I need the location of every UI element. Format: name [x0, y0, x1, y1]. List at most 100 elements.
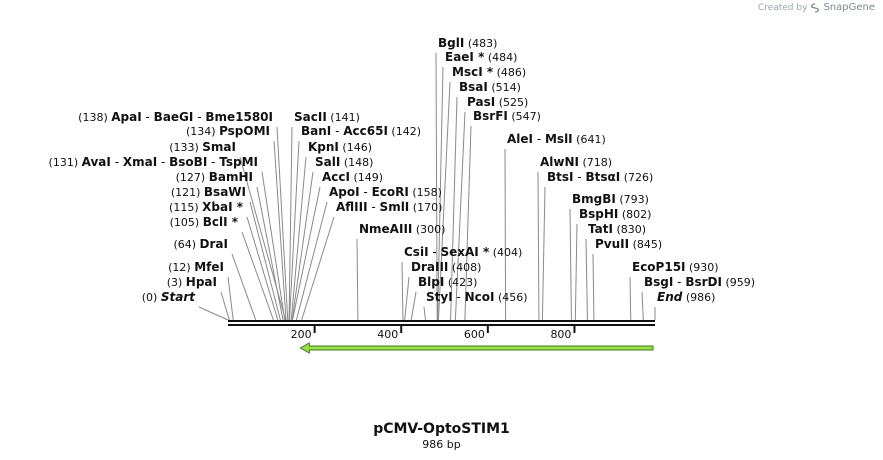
site-leader-line — [290, 156, 307, 321]
map-title: pCMV-OptoSTIM1 — [373, 421, 510, 437]
site-position: (105) — [170, 216, 200, 229]
site-leader-line — [410, 291, 417, 321]
site-label-133[interactable]: (133) SmaI — [169, 140, 236, 154]
site-label-148[interactable]: SalI (148) — [315, 155, 373, 169]
site-leader-line — [435, 52, 438, 321]
enzyme-name: Bme1580I — [205, 110, 273, 124]
site-label-149[interactable]: AccI (149) — [322, 170, 383, 184]
site-label-131[interactable]: (131) AvaI - XmaI - BsoBI - TspMI — [49, 155, 258, 169]
backbone-bottom-strand — [228, 324, 655, 326]
snapgene-credit: Created by SnapGene — [758, 2, 875, 13]
site-leader-line — [437, 81, 451, 321]
site-label-141[interactable]: SacII (141) — [294, 110, 360, 124]
site-label-text: TatI (830) — [588, 222, 646, 236]
site-separator: - — [331, 124, 343, 138]
site-leader-line — [541, 186, 546, 321]
site-label-300[interactable]: NmeAIII (300) — [359, 222, 445, 236]
site-label-115[interactable]: (115) XbaI * — [169, 200, 244, 214]
site-label-text: CsiI - SexAI * (404) — [404, 245, 522, 259]
site-label-483[interactable]: BglI (483) — [438, 36, 497, 50]
site-leader-line — [569, 208, 572, 321]
enzyme-name: SmaI — [202, 140, 236, 154]
site-position: (141) — [330, 111, 360, 124]
site-label-423[interactable]: BlpI (423) — [418, 275, 477, 289]
feature-arrow[interactable] — [299, 342, 654, 354]
site-leader-line — [288, 140, 300, 321]
enzyme-name: EcoRI — [372, 185, 409, 199]
site-label-726[interactable]: BtsI - BtsαI (726) — [547, 170, 653, 184]
site-label-641[interactable]: AleI - MslI (641) — [507, 132, 606, 146]
site-leader-line — [464, 125, 472, 321]
site-leader-line — [574, 223, 578, 321]
site-label-134[interactable]: (134) PspOMI — [186, 124, 270, 138]
site-label-456[interactable]: StyI - NcoI (456) — [426, 290, 528, 304]
enzyme-name: AleI — [507, 132, 533, 146]
site-leader-line — [629, 276, 632, 321]
site-label-986[interactable]: End (986) — [657, 290, 715, 304]
enzyme-name: TspMI — [219, 155, 258, 169]
site-leader-line — [239, 156, 287, 321]
site-label-text: StyI - NcoI (456) — [426, 290, 528, 304]
site-label-127[interactable]: (127) BamHI — [176, 170, 253, 184]
site-leader-line — [585, 238, 588, 321]
site-label-12[interactable]: (12) MfeI — [168, 260, 224, 274]
site-separator: - — [111, 155, 123, 169]
site-label-547[interactable]: BsrFI (547) — [473, 109, 541, 123]
site-label-text: BsaI (514) — [459, 80, 521, 94]
snapgene-logo-icon — [811, 2, 820, 13]
site-position: (142) — [391, 125, 421, 138]
site-separator: - — [142, 110, 154, 124]
site-label-930[interactable]: EcoP15I (930) — [632, 260, 719, 274]
site-leader-line — [592, 253, 595, 321]
site-label-486[interactable]: MscI * (486) — [452, 65, 526, 79]
site-label-845[interactable]: PvuII (845) — [595, 237, 662, 251]
site-label-121[interactable]: (121) BsaWI — [171, 185, 246, 199]
site-leader-line — [537, 171, 540, 321]
site-label-484[interactable]: EaeI * (484) — [445, 50, 517, 64]
enzyme-name: SacII — [294, 110, 327, 124]
site-label-408[interactable]: DraIII (408) — [411, 260, 481, 274]
site-leader-line — [404, 276, 410, 321]
site-label-959[interactable]: BsgI - BsrDI (959) — [644, 275, 755, 289]
site-label-170[interactable]: AflIII - SmlI (170) — [336, 200, 442, 214]
site-label-525[interactable]: PasI (525) — [467, 95, 528, 109]
site-label-158[interactable]: ApoI - EcoRI (158) — [329, 185, 442, 199]
enzyme-name: AflIII — [336, 200, 368, 214]
site-label-text: (134) PspOMI — [186, 124, 270, 138]
enzyme-name: BtsαI — [585, 170, 620, 184]
enzyme-name: BclI * — [203, 215, 239, 229]
site-leader-line — [227, 276, 234, 321]
enzyme-name: BanI — [301, 124, 331, 138]
site-label-404[interactable]: CsiI - SexAI * (404) — [404, 245, 522, 259]
site-label-514[interactable]: BsaI (514) — [459, 80, 521, 94]
enzyme-name: ApaI — [111, 110, 141, 124]
site-label-718[interactable]: AlwNI (718) — [540, 155, 612, 169]
site-label-64[interactable]: (64) DraI — [173, 237, 228, 251]
site-label-138[interactable]: (138) ApaI - BaeGI - Bme1580I — [78, 110, 273, 124]
site-leader-line — [301, 216, 335, 321]
map-length: 986 bp — [422, 438, 461, 451]
enzyme-name: CsiI — [404, 245, 429, 259]
enzyme-name: EaeI * — [445, 50, 485, 64]
site-label-text: (121) BsaWI — [171, 185, 246, 199]
site-label-text: ApoI - EcoRI (158) — [329, 185, 442, 199]
site-position: (793) — [619, 193, 649, 206]
site-label-3[interactable]: (3) HpaI — [167, 275, 217, 289]
enzyme-name: BsgI — [644, 275, 673, 289]
site-label-146[interactable]: KpnI (146) — [308, 140, 372, 154]
site-label-0[interactable]: (0) Start — [142, 290, 196, 304]
site-label-802[interactable]: BspHI (802) — [579, 207, 651, 221]
site-label-830[interactable]: TatI (830) — [588, 222, 646, 236]
site-position: (133) — [169, 141, 199, 154]
enzyme-name: MscI * — [452, 65, 494, 79]
site-leader-line — [641, 291, 644, 321]
site-leader-line — [249, 201, 281, 321]
site-label-793[interactable]: BmgBI (793) — [572, 192, 649, 206]
site-label-142[interactable]: BanI - Acc65I (142) — [301, 124, 421, 138]
site-label-text: (0) Start — [142, 290, 196, 304]
site-position: (959) — [725, 276, 755, 289]
site-separator: - — [193, 110, 205, 124]
enzyme-name: SmlI — [380, 200, 410, 214]
site-label-text: AlwNI (718) — [540, 155, 612, 169]
site-label-105[interactable]: (105) BclI * — [170, 215, 239, 229]
